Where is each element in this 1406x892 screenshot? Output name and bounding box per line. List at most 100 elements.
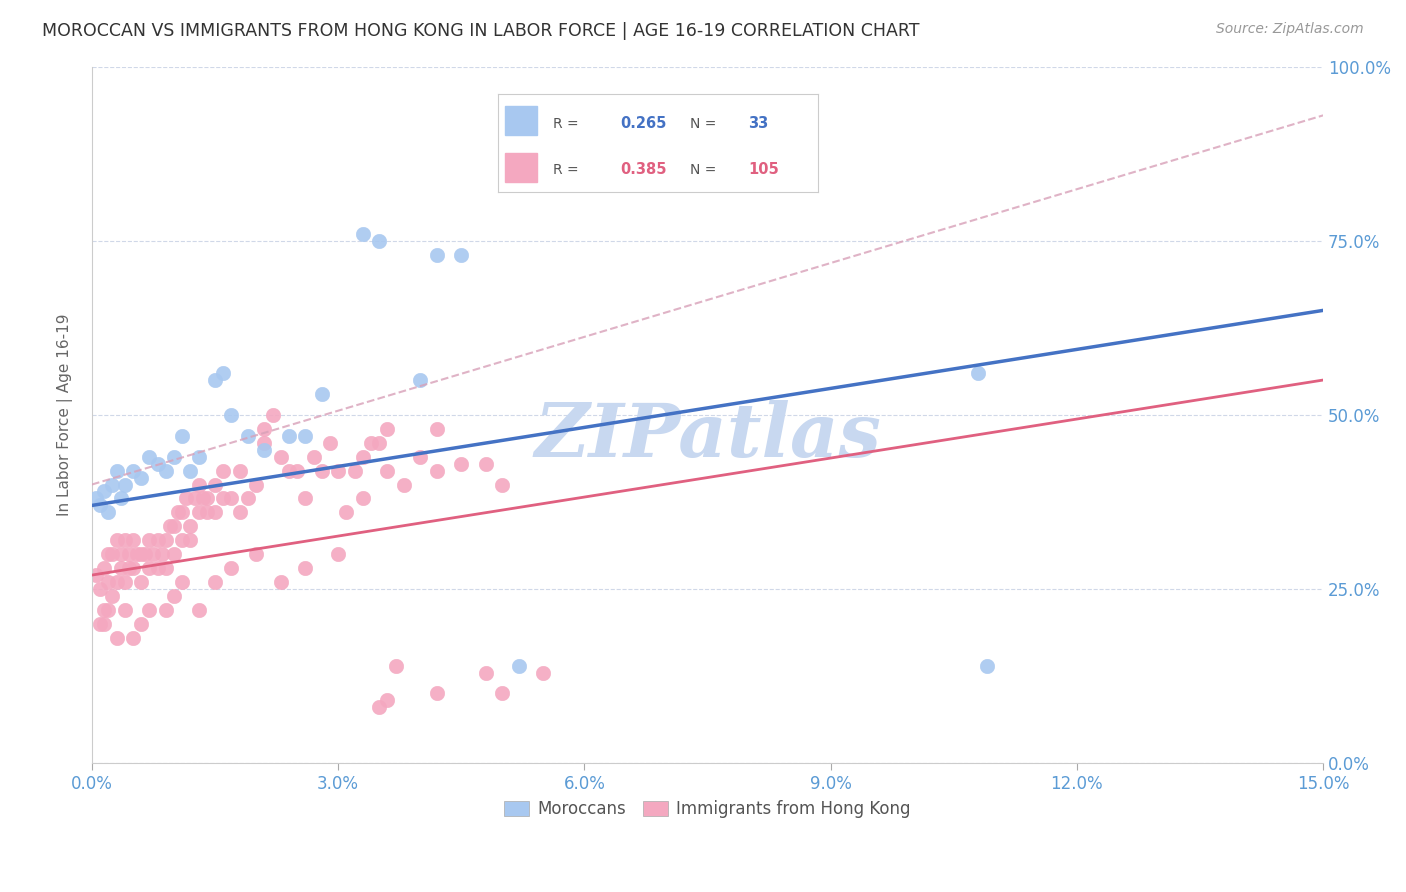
- Point: [163, 589, 186, 603]
- Point: [228, 505, 250, 519]
- Point: [270, 450, 292, 464]
- Point: [159, 519, 181, 533]
- Point: [253, 422, 276, 436]
- Point: [328, 464, 350, 478]
- Point: [97, 603, 120, 617]
- Point: [377, 422, 399, 436]
- Point: [138, 603, 160, 617]
- Point: [187, 477, 209, 491]
- Point: [236, 491, 259, 506]
- Point: [368, 234, 391, 248]
- Point: [191, 491, 214, 506]
- Point: [377, 693, 399, 707]
- Point: [101, 589, 124, 603]
- Point: [122, 561, 145, 575]
- Point: [491, 686, 513, 700]
- Point: [245, 477, 267, 491]
- Point: [228, 464, 250, 478]
- Point: [270, 575, 292, 590]
- Point: [183, 491, 205, 506]
- Point: [302, 450, 325, 464]
- Point: [97, 547, 120, 561]
- Point: [508, 658, 530, 673]
- Point: [285, 464, 308, 478]
- Point: [352, 227, 374, 241]
- Point: [114, 477, 136, 491]
- Point: [392, 477, 415, 491]
- Point: [294, 491, 316, 506]
- Y-axis label: In Labor Force | Age 16-19: In Labor Force | Age 16-19: [58, 314, 73, 516]
- Point: [93, 484, 115, 499]
- Point: [163, 519, 186, 533]
- Point: [172, 429, 194, 443]
- Point: [253, 442, 276, 457]
- Point: [187, 603, 209, 617]
- Point: [114, 603, 136, 617]
- Point: [122, 464, 145, 478]
- Point: [110, 547, 132, 561]
- Point: [294, 429, 316, 443]
- Point: [377, 464, 399, 478]
- Point: [142, 547, 165, 561]
- Point: [179, 533, 201, 548]
- Point: [129, 547, 152, 561]
- Point: [253, 435, 276, 450]
- Text: MOROCCAN VS IMMIGRANTS FROM HONG KONG IN LABOR FORCE | AGE 16-19 CORRELATION CHA: MOROCCAN VS IMMIGRANTS FROM HONG KONG IN…: [42, 22, 920, 40]
- Text: Source: ZipAtlas.com: Source: ZipAtlas.com: [1216, 22, 1364, 37]
- Point: [328, 547, 350, 561]
- Point: [179, 464, 201, 478]
- Point: [212, 491, 235, 506]
- Point: [531, 665, 554, 680]
- Point: [204, 477, 226, 491]
- Point: [277, 429, 299, 443]
- Point: [172, 575, 194, 590]
- Point: [129, 616, 152, 631]
- Point: [163, 450, 186, 464]
- Point: [426, 422, 449, 436]
- Point: [118, 547, 141, 561]
- Point: [187, 505, 209, 519]
- Point: [204, 505, 226, 519]
- Point: [450, 247, 472, 261]
- Point: [155, 561, 177, 575]
- Point: [163, 547, 186, 561]
- Point: [335, 505, 357, 519]
- Point: [93, 603, 115, 617]
- Point: [245, 547, 267, 561]
- Point: [368, 700, 391, 714]
- Point: [97, 575, 120, 590]
- Point: [236, 429, 259, 443]
- Point: [426, 464, 449, 478]
- Point: [172, 505, 194, 519]
- Point: [89, 616, 111, 631]
- Point: [110, 491, 132, 506]
- Point: [176, 491, 198, 506]
- Point: [491, 477, 513, 491]
- Point: [426, 247, 449, 261]
- Point: [105, 575, 128, 590]
- Point: [212, 464, 235, 478]
- Point: [262, 408, 284, 422]
- Point: [195, 491, 218, 506]
- Point: [409, 373, 432, 387]
- Point: [93, 561, 115, 575]
- Point: [146, 533, 169, 548]
- Point: [311, 464, 333, 478]
- Point: [277, 464, 299, 478]
- Point: [187, 450, 209, 464]
- Point: [129, 470, 152, 484]
- Point: [84, 491, 107, 506]
- Point: [221, 408, 243, 422]
- Point: [426, 686, 449, 700]
- Point: [146, 457, 169, 471]
- Point: [294, 561, 316, 575]
- Point: [155, 603, 177, 617]
- Point: [114, 575, 136, 590]
- Point: [93, 616, 115, 631]
- Point: [118, 561, 141, 575]
- Point: [150, 547, 173, 561]
- Point: [138, 450, 160, 464]
- Point: [101, 477, 124, 491]
- Point: [138, 533, 160, 548]
- Point: [146, 561, 169, 575]
